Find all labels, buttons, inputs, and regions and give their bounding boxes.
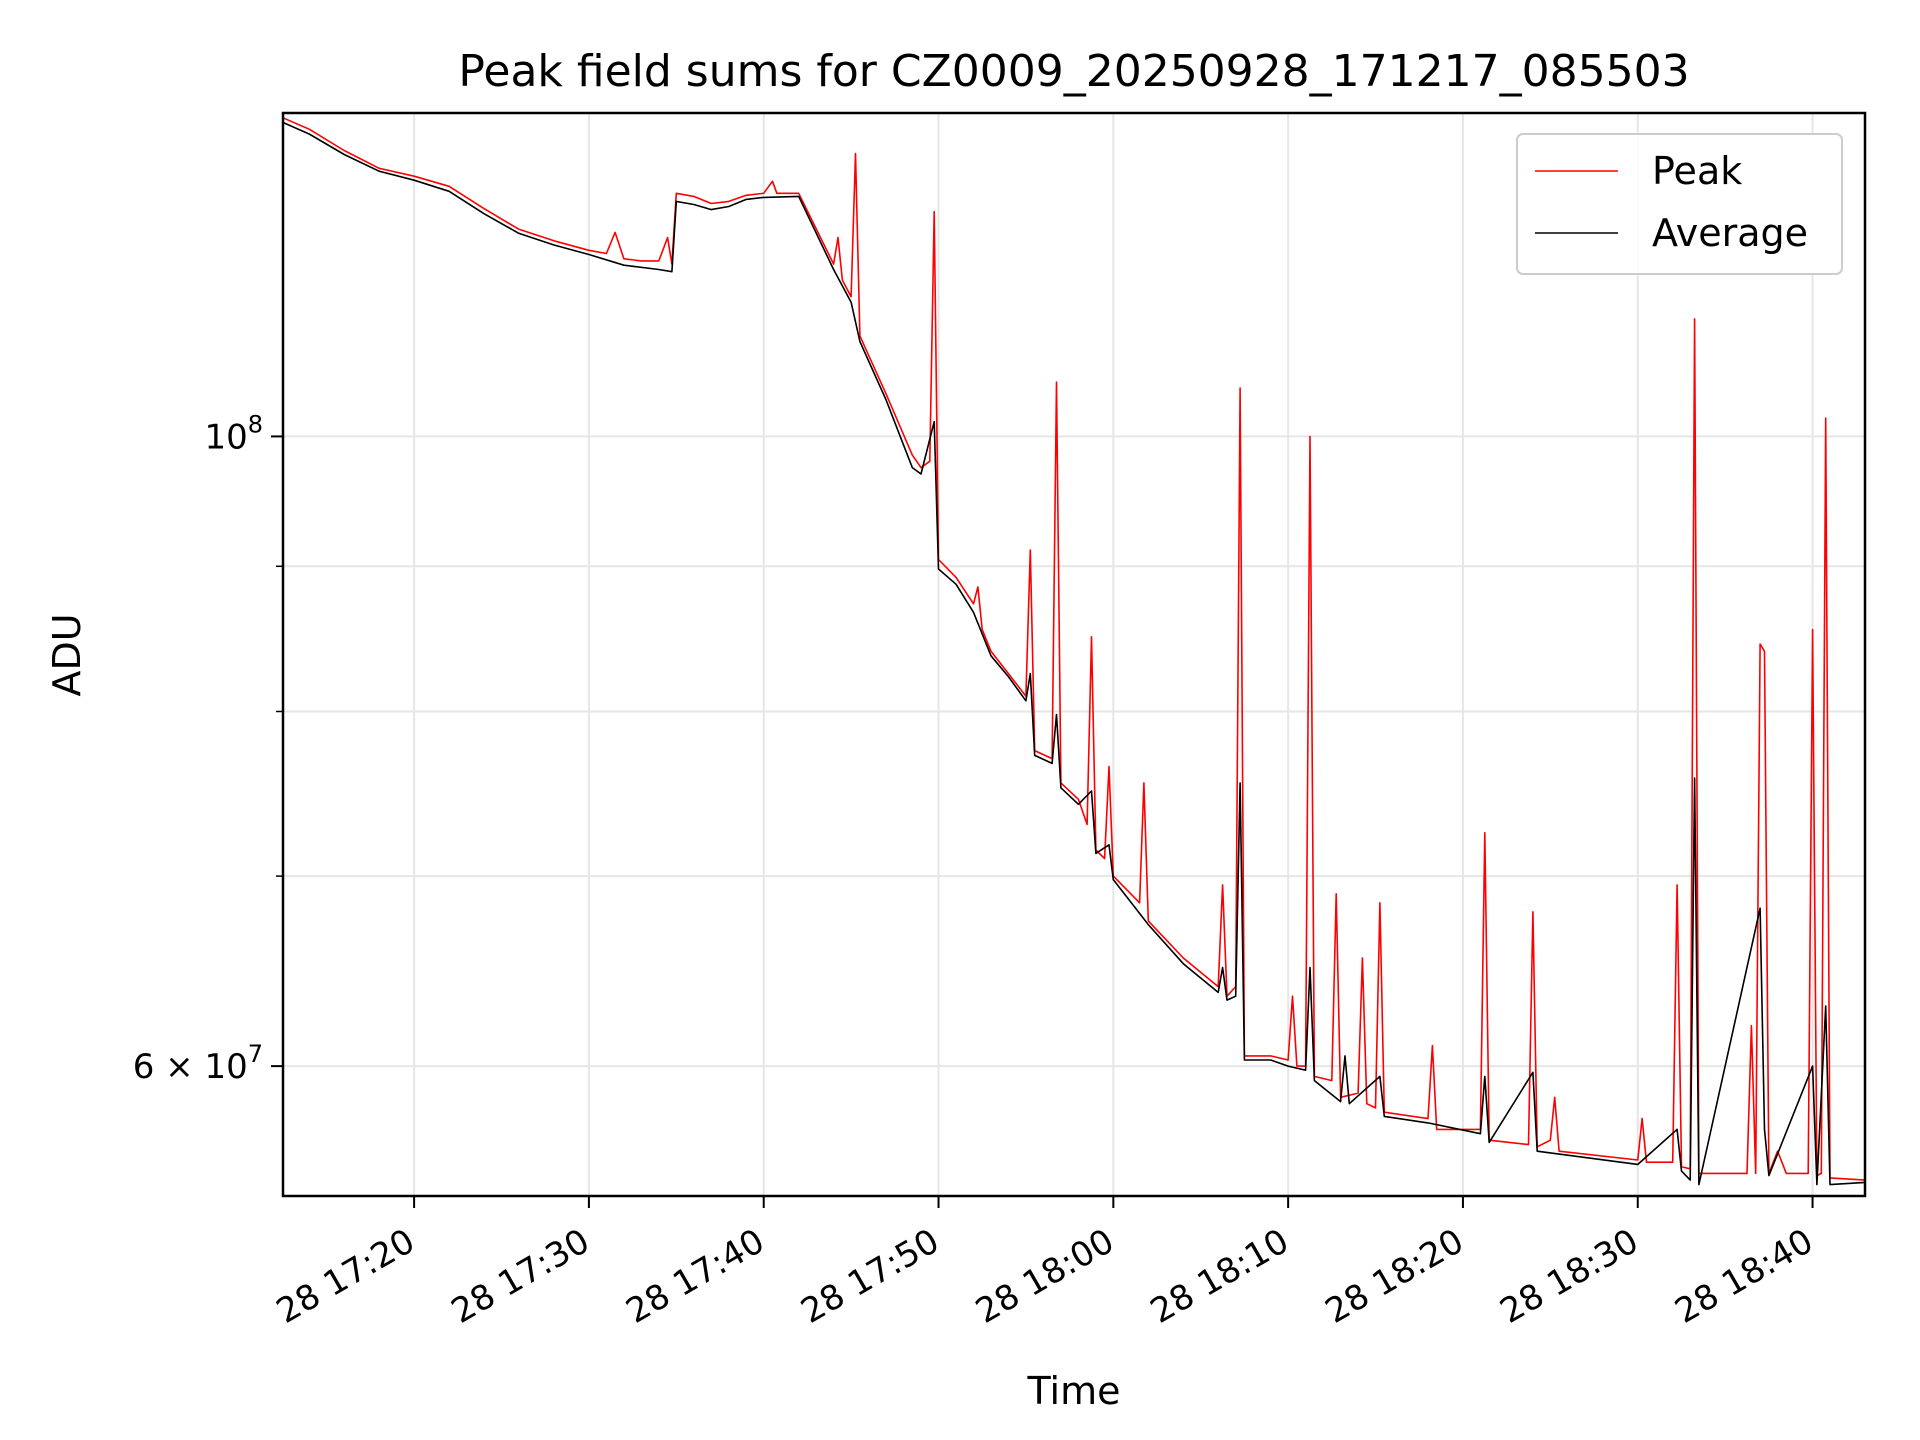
series-line-peak [282, 117, 1866, 1181]
y-tick-label: 108 [204, 410, 263, 457]
x-axis-label: Time [1027, 1369, 1121, 1413]
series-line-average [282, 121, 1866, 1186]
y-tick-label: 6 × 107 [133, 1040, 263, 1087]
series-layer [282, 117, 1866, 1186]
y-tick-exponent: 7 [248, 1040, 263, 1068]
legend-label-peak: Peak [1652, 149, 1742, 193]
plot-frame [281, 111, 1867, 1198]
legend: Peak Average [1516, 133, 1843, 275]
grid [283, 113, 1865, 1196]
legend-label-average: Average [1652, 211, 1808, 255]
y-tick-exponent: 8 [248, 410, 263, 438]
legend-box [1516, 133, 1843, 275]
y-tick-base: 10 [204, 417, 247, 457]
y-tick-coef: 6 × [133, 1047, 205, 1087]
y-tick-base: 10 [204, 1047, 247, 1087]
chart-title: Peak field sums for CZ0009_20250928_1712… [458, 46, 1689, 97]
y-axis-label: ADU [45, 613, 89, 696]
